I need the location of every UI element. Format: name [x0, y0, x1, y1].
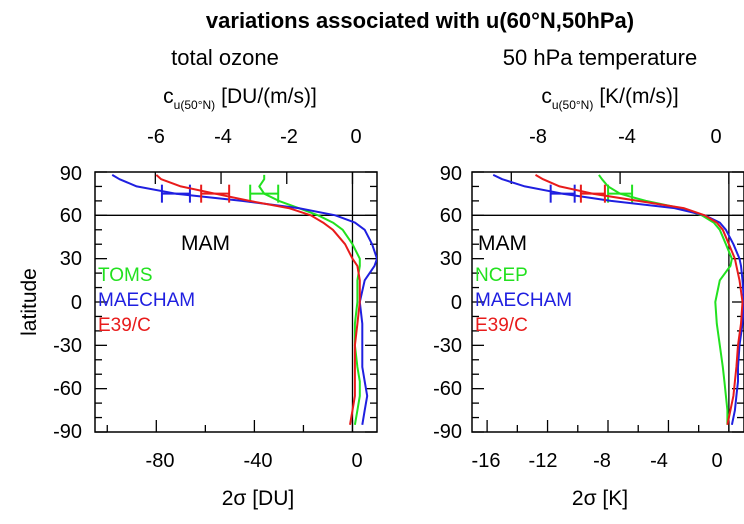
ozone-top-tick-label: -6	[147, 126, 165, 148]
temp-top-tick-label: 0	[710, 126, 721, 148]
temp-bottom-tick-labels: -16 -12 -8 -4 0	[472, 450, 723, 472]
left-y-tick-label: 90	[60, 163, 82, 185]
temp-series-blue	[492, 173, 744, 426]
right-y-tick-label: -30	[433, 335, 462, 357]
temp-top-label-unit: [K/(m/s)]	[599, 85, 678, 108]
ozone-bottom-tick-label: -80	[146, 450, 175, 472]
ozone-bottom-tick-labels: -80 -40 0	[146, 450, 363, 472]
right-y-tick-label: -60	[433, 378, 462, 400]
ozone-top-label-sub: u(50°N)	[174, 98, 215, 112]
temp-bottom-tick-label: -8	[593, 450, 611, 472]
temp-subtitle: 50 hPa temperature	[503, 45, 697, 70]
right-y-tick-labels: 90 60 30 0 -30 -60 -90	[433, 163, 462, 443]
temp-series-green	[598, 174, 733, 425]
ozone-series-green	[258, 174, 361, 425]
ozone-legend-red: E39/C	[98, 315, 151, 336]
ozone-legend-blue: MAECHAM	[98, 290, 195, 311]
left-y-tick-labels: 90 60 30 0 -30 -60 -90	[53, 163, 82, 443]
temp-axes	[471, 171, 744, 433]
ozone-series	[111, 174, 377, 425]
temp-top-tick-labels: -8 -4 0	[529, 126, 721, 148]
ozone-top-tick-label: 0	[350, 126, 361, 148]
temp-season-label: MAM	[478, 232, 527, 255]
right-y-tick-label: 0	[451, 292, 462, 314]
temp-top-tick-label: -8	[529, 126, 547, 148]
ozone-series-blue	[111, 174, 377, 425]
temp-top-label-sub: u(50°N)	[552, 98, 593, 112]
ozone-top-tick-labels: -6 -4 -2 0	[147, 126, 361, 148]
right-y-tick-label: 90	[440, 163, 462, 185]
temp-top-axis-label: cu(50°N) [K/(m/s)]	[541, 85, 678, 112]
temp-legend-green: NCEP	[475, 265, 528, 286]
ozone-bottom-tick-label: -40	[244, 450, 273, 472]
left-y-tick-label: 60	[60, 205, 82, 227]
temp-bottom-axis-label: 2σ [K]	[572, 487, 628, 510]
temp-legend-red: E39/C	[475, 315, 528, 336]
ozone-bottom-axis-label: 2σ [DU]	[222, 487, 294, 510]
temp-top-tick-label: -4	[618, 126, 636, 148]
y-axis-label: latitude	[18, 268, 41, 336]
ozone-legend: TOMS MAECHAM E39/C	[98, 265, 195, 336]
temp-bottom-tick-label: -16	[472, 450, 501, 472]
ozone-subtitle: total ozone	[171, 45, 279, 70]
temp-top-label-main: c	[541, 85, 552, 108]
left-y-tick-label: 30	[60, 248, 82, 270]
temp-bottom-tick-label: 0	[711, 450, 722, 472]
temp-legend-blue: MAECHAM	[475, 290, 572, 311]
right-y-tick-label: -90	[433, 421, 462, 443]
temp-bottom-tick-label: -4	[650, 450, 668, 472]
ozone-top-tick-label: -4	[214, 126, 232, 148]
ozone-axes	[94, 171, 378, 433]
left-y-tick-label: 0	[71, 292, 82, 314]
temp-bottom-tick-label: -12	[529, 450, 558, 472]
figure-title: variations associated with u(60°N,50hPa)	[206, 8, 634, 33]
ozone-legend-green: TOMS	[98, 265, 153, 286]
temp-series-red	[535, 174, 744, 426]
left-y-tick-label: -30	[53, 335, 82, 357]
right-y-tick-label: 30	[440, 248, 462, 270]
ozone-top-tick-label: -2	[280, 126, 298, 148]
ozone-top-axis-label: cu(50°N) [DU/(m/s)]	[163, 85, 317, 112]
left-y-tick-label: -60	[53, 378, 82, 400]
ozone-series-red	[155, 174, 361, 425]
ozone-bottom-tick-label: 0	[351, 450, 362, 472]
temp-series	[492, 173, 744, 426]
left-y-tick-label: -90	[53, 421, 82, 443]
temp-legend: NCEP MAECHAM E39/C	[475, 265, 572, 336]
ozone-top-label-main: c	[163, 85, 174, 108]
right-y-tick-label: 60	[440, 205, 462, 227]
ozone-season-label: MAM	[181, 232, 230, 255]
ozone-top-label-unit: [DU/(m/s)]	[221, 85, 317, 108]
